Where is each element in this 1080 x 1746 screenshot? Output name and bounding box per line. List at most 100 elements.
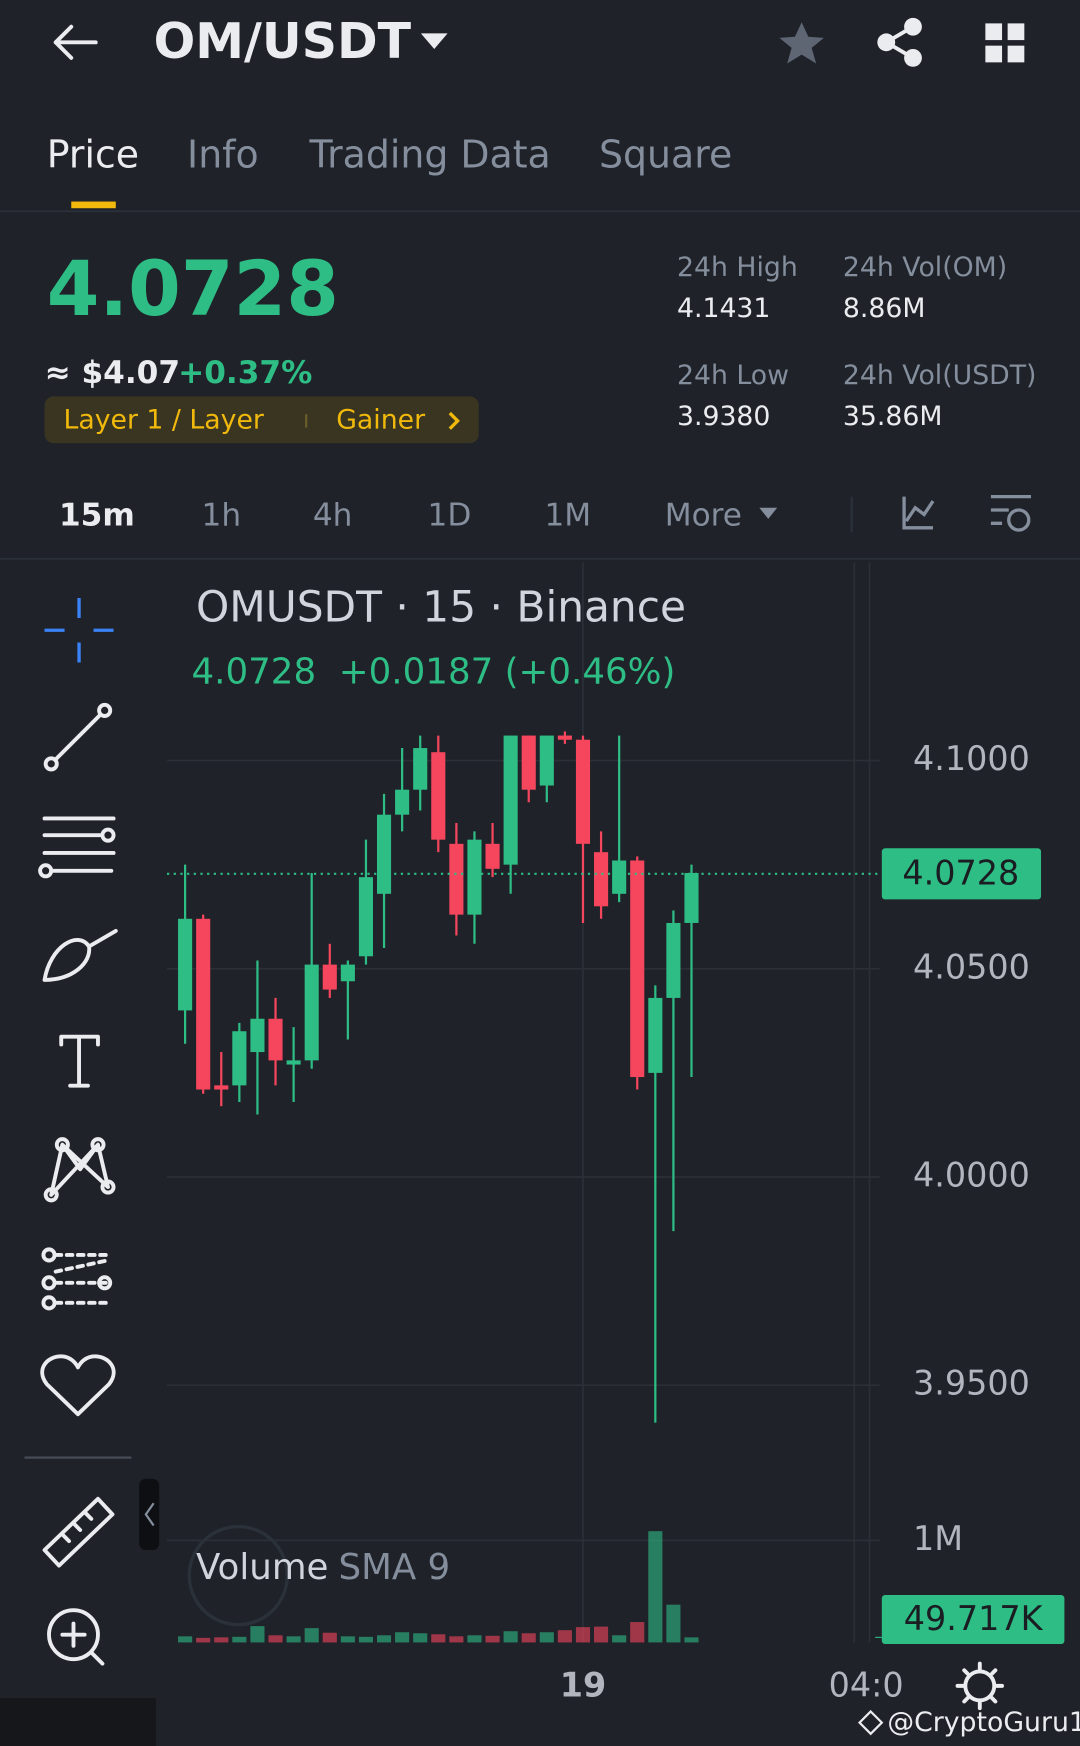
favorite-icon[interactable] — [779, 22, 824, 64]
volume-bar — [196, 1637, 211, 1643]
volume-bar — [467, 1635, 482, 1643]
chart-settings-icon[interactable] — [955, 1661, 1005, 1711]
candle-body — [286, 1060, 301, 1065]
candle-body — [413, 748, 428, 790]
drawing-toolbar — [0, 597, 160, 1746]
last-price-label: 4.0728 — [902, 853, 1019, 892]
candle-body — [268, 1018, 283, 1061]
last-volume-label: 49.717K — [904, 1599, 1044, 1638]
volume-bar — [485, 1635, 500, 1643]
volume-bar — [178, 1636, 193, 1643]
candle-body — [612, 860, 627, 894]
pattern-tool[interactable] — [43, 1137, 116, 1203]
usd-price: ≈ $4.07 — [45, 355, 181, 391]
text-tool[interactable] — [59, 1034, 100, 1088]
interval[interactable]: 4h — [313, 498, 353, 534]
volume-bar — [322, 1632, 337, 1643]
candle-body — [322, 964, 337, 990]
candle-body — [594, 852, 609, 907]
candle-body — [467, 839, 482, 915]
volume-bar — [395, 1632, 410, 1643]
candle-body — [503, 735, 518, 865]
grid-menu-icon[interactable] — [985, 23, 1025, 63]
tab[interactable]: Info — [187, 133, 259, 177]
volume-tick-label: 1M — [913, 1519, 963, 1558]
separator — [850, 496, 853, 533]
last-volume-badge — [881, 1595, 1065, 1645]
volume-bar — [431, 1634, 446, 1643]
volume-bar — [214, 1637, 229, 1643]
candle-body — [304, 964, 319, 1061]
volume-bar — [232, 1636, 247, 1643]
interval[interactable]: 1M — [544, 498, 591, 534]
tab[interactable]: Square — [599, 133, 732, 177]
volume-title: Volume — [196, 1547, 328, 1588]
candle-body — [232, 1031, 247, 1086]
interval[interactable]: 1D — [428, 498, 472, 534]
more-dropdown[interactable] — [759, 507, 778, 519]
candle-body — [178, 918, 193, 1011]
candle-body — [250, 1018, 265, 1053]
candle-body — [449, 843, 464, 915]
divider — [0, 210, 1080, 213]
pair-title[interactable]: OM/USDT — [154, 13, 412, 70]
zoom-tool[interactable] — [47, 1608, 105, 1666]
last-price: 4.0728 — [47, 245, 339, 333]
candle-body — [196, 918, 211, 1090]
tab-indicator — [71, 201, 116, 209]
tag[interactable]: Gainer — [336, 404, 425, 435]
volume-bar — [612, 1635, 627, 1643]
interval[interactable]: More — [665, 498, 742, 534]
collapse-toolbar[interactable] — [139, 1478, 160, 1551]
lines-tool[interactable] — [38, 816, 116, 879]
pair-dropdown[interactable] — [420, 33, 448, 49]
stat-label: 24h Low — [677, 360, 789, 391]
volume-bar — [539, 1632, 554, 1643]
stat-value: 3.9380 — [677, 401, 770, 432]
stat-value: 35.86M — [843, 401, 943, 432]
stat-value: 8.86M — [843, 293, 926, 324]
crosshair-tool[interactable] — [44, 597, 114, 663]
favorites-tool[interactable] — [40, 1354, 116, 1417]
volume-bar — [594, 1626, 609, 1643]
interval[interactable]: 15m — [59, 498, 135, 534]
volume-bar — [648, 1531, 663, 1643]
tag[interactable]: Layer 1 / Layer — [63, 404, 263, 435]
trendline-tool[interactable] — [43, 702, 113, 772]
watermark: @CryptoGuru12 — [887, 1707, 1080, 1738]
ruler-tool[interactable] — [42, 1496, 115, 1568]
volume-bar — [503, 1631, 518, 1643]
volume-bar — [557, 1630, 572, 1643]
volume-bar — [250, 1626, 265, 1643]
separator — [24, 1456, 132, 1459]
tag-box[interactable] — [44, 396, 479, 444]
y-tick-label: 4.1000 — [913, 739, 1030, 778]
volume-bar — [340, 1636, 355, 1643]
candle-body — [431, 752, 446, 840]
back-button[interactable] — [53, 24, 98, 60]
interval[interactable]: 1h — [202, 498, 242, 534]
brush-tool[interactable] — [42, 928, 118, 982]
share-icon[interactable] — [877, 17, 922, 67]
toolbar-footer — [0, 1698, 156, 1746]
tab[interactable]: Price — [47, 133, 139, 177]
collapse-arrow — [144, 1502, 155, 1527]
candle-body — [557, 735, 572, 740]
volume-bar — [666, 1604, 681, 1643]
x-tick-label: 04:0 — [829, 1665, 904, 1704]
candle-body — [214, 1085, 229, 1090]
fib-tool[interactable] — [41, 1247, 113, 1311]
volume-bar — [521, 1633, 536, 1643]
tab[interactable]: Trading Data — [309, 133, 551, 177]
indicator-icon[interactable] — [902, 496, 935, 530]
settings-icon[interactable] — [990, 494, 1032, 532]
candle-body — [539, 735, 554, 786]
stat-label: 24h Vol(OM) — [843, 252, 1007, 283]
tag-separator — [305, 414, 308, 428]
volume-bar — [376, 1635, 392, 1643]
volume-bar — [304, 1628, 319, 1643]
candle-body — [684, 872, 699, 923]
volume-bar — [286, 1636, 301, 1643]
